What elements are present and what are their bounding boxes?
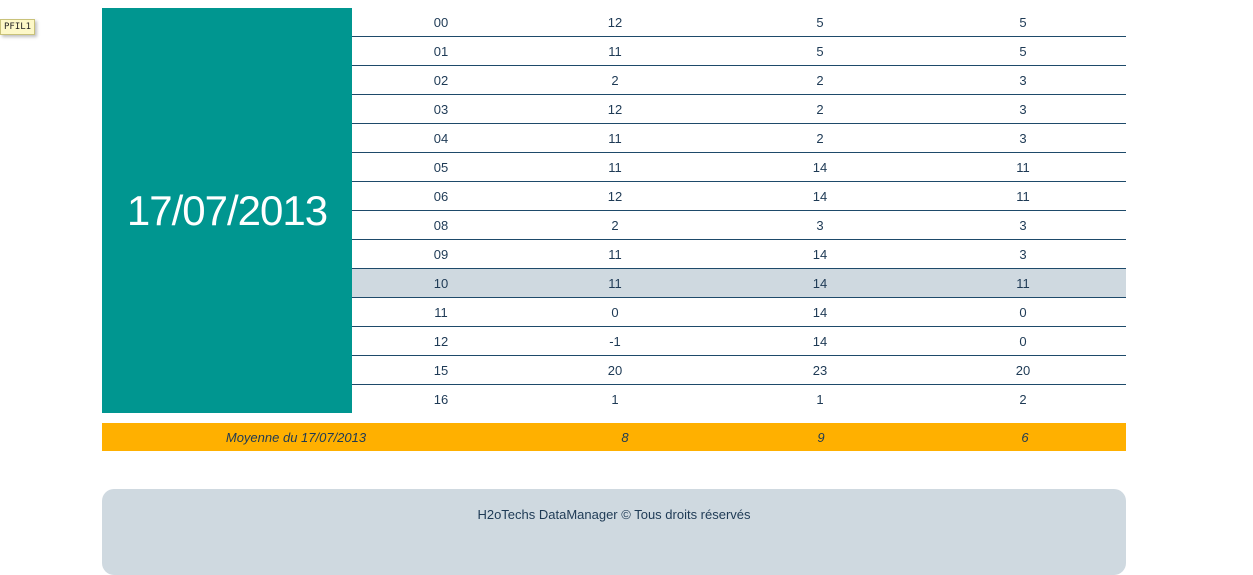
value-cell: 2 bbox=[611, 217, 619, 233]
value-cell: 5 bbox=[1019, 43, 1027, 59]
hour-cell: 00 bbox=[433, 14, 449, 30]
value-cell: 3 bbox=[1019, 130, 1027, 146]
hour-cell: 11 bbox=[434, 304, 448, 320]
value-cell: 3 bbox=[1019, 72, 1027, 88]
table-row: 16 1 1 2 bbox=[352, 385, 1126, 413]
hourly-table: 00 12 5 5 01 11 5 5 02 2 2 3 03 12 2 3 0… bbox=[352, 8, 1126, 413]
pfil-tag: PFIL1 bbox=[0, 19, 36, 35]
table-row-highlighted: 10 11 14 11 bbox=[352, 269, 1126, 298]
average-label: Moyenne du 17/07/2013 bbox=[225, 429, 367, 445]
table-row: 05 11 14 11 bbox=[352, 153, 1126, 182]
hour-cell: 16 bbox=[433, 391, 449, 407]
value-cell: 5 bbox=[816, 14, 824, 30]
value-cell: 14 bbox=[812, 159, 828, 175]
hour-cell: 05 bbox=[433, 159, 449, 175]
value-cell: 11 bbox=[608, 43, 622, 59]
value-cell: 20 bbox=[607, 362, 623, 378]
value-cell: 12 bbox=[607, 14, 623, 30]
value-cell: 5 bbox=[1019, 14, 1027, 30]
value-cell: 2 bbox=[611, 72, 619, 88]
value-cell: 2 bbox=[816, 130, 824, 146]
value-cell: 11 bbox=[1016, 275, 1030, 291]
value-cell: 11 bbox=[608, 159, 622, 175]
value-cell: 2 bbox=[816, 72, 824, 88]
hour-cell: 15 bbox=[433, 362, 449, 378]
hour-cell: 12 bbox=[433, 333, 449, 349]
table-row: 01 11 5 5 bbox=[352, 37, 1126, 66]
value-cell: 3 bbox=[1019, 101, 1027, 117]
value-cell: 2 bbox=[1019, 391, 1027, 407]
table-row: 11 0 14 0 bbox=[352, 298, 1126, 327]
hour-cell: 03 bbox=[433, 101, 449, 117]
value-cell: 1 bbox=[611, 391, 619, 407]
value-cell: 3 bbox=[1019, 217, 1027, 233]
value-cell: 2 bbox=[816, 101, 824, 117]
hour-cell: 06 bbox=[433, 188, 449, 204]
average-bar: Moyenne du 17/07/2013 8 9 6 bbox=[102, 423, 1126, 451]
value-cell: 0 bbox=[1019, 304, 1027, 320]
footer: H2oTechs DataManager © Tous droits réser… bbox=[102, 489, 1126, 575]
value-cell: 14 bbox=[812, 275, 828, 291]
value-cell: 12 bbox=[607, 188, 623, 204]
hour-cell: 02 bbox=[433, 72, 449, 88]
table-row: 04 11 2 3 bbox=[352, 124, 1126, 153]
value-cell: 11 bbox=[608, 130, 622, 146]
date-label: 17/07/2013 bbox=[126, 186, 328, 234]
table-row: 08 2 3 3 bbox=[352, 211, 1126, 240]
table-row: 09 11 14 3 bbox=[352, 240, 1126, 269]
value-cell: 12 bbox=[607, 101, 623, 117]
value-cell: 1 bbox=[816, 391, 824, 407]
date-block: 17/07/2013 bbox=[102, 8, 352, 413]
value-cell: 20 bbox=[1015, 362, 1031, 378]
value-cell: 3 bbox=[1019, 246, 1027, 262]
hour-cell: 09 bbox=[433, 246, 449, 262]
footer-copyright: H2oTechs DataManager © Tous droits réser… bbox=[477, 507, 751, 522]
hour-cell: 04 bbox=[433, 130, 449, 146]
table-row: 02 2 2 3 bbox=[352, 66, 1126, 95]
value-cell: 14 bbox=[812, 333, 828, 349]
table-row: 06 12 14 11 bbox=[352, 182, 1126, 211]
average-value: 9 bbox=[817, 429, 825, 445]
table-row: 12 -1 14 0 bbox=[352, 327, 1126, 356]
table-row: 03 12 2 3 bbox=[352, 95, 1126, 124]
value-cell: 11 bbox=[1016, 159, 1030, 175]
value-cell: 3 bbox=[816, 217, 824, 233]
value-cell: 14 bbox=[812, 246, 828, 262]
value-cell: 0 bbox=[1019, 333, 1027, 349]
hour-cell: 01 bbox=[433, 43, 449, 59]
value-cell: -1 bbox=[609, 333, 621, 349]
hour-cell: 08 bbox=[433, 217, 449, 233]
value-cell: 11 bbox=[608, 275, 622, 291]
value-cell: 14 bbox=[812, 188, 828, 204]
table-row: 00 12 5 5 bbox=[352, 8, 1126, 37]
value-cell: 5 bbox=[816, 43, 824, 59]
table-row: 15 20 23 20 bbox=[352, 356, 1126, 385]
average-value: 8 bbox=[621, 429, 629, 445]
value-cell: 14 bbox=[812, 304, 828, 320]
value-cell: 11 bbox=[1016, 188, 1030, 204]
average-value: 6 bbox=[1021, 429, 1029, 445]
value-cell: 23 bbox=[812, 362, 828, 378]
value-cell: 11 bbox=[608, 246, 622, 262]
hour-cell: 10 bbox=[433, 275, 449, 291]
value-cell: 0 bbox=[611, 304, 619, 320]
